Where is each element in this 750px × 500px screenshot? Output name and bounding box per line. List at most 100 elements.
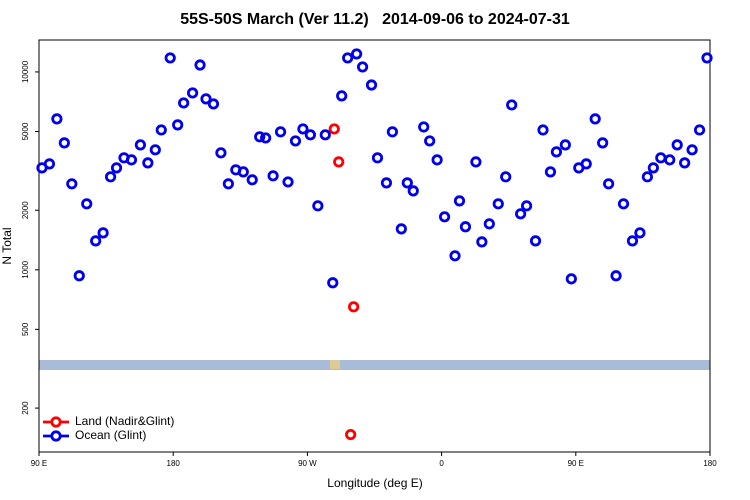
x-tick-label: 90 W bbox=[298, 459, 317, 468]
data-point bbox=[110, 162, 123, 174]
data-point bbox=[222, 178, 234, 190]
x-tick-label: 90 E bbox=[568, 459, 584, 468]
x-tick-label: 180 bbox=[167, 459, 181, 468]
data-point bbox=[172, 119, 184, 131]
data-point bbox=[104, 171, 117, 183]
x-axis-label: Longitude (deg E) bbox=[327, 476, 422, 490]
data-point bbox=[66, 178, 78, 190]
data-point bbox=[319, 129, 331, 141]
data-point bbox=[506, 99, 518, 111]
data-point bbox=[544, 166, 557, 178]
data-point bbox=[580, 158, 592, 170]
data-point bbox=[207, 98, 220, 110]
data-point bbox=[348, 301, 360, 313]
data-point bbox=[483, 218, 495, 230]
data-point bbox=[701, 52, 713, 64]
data-point bbox=[559, 139, 571, 151]
data-point bbox=[424, 135, 436, 147]
data-point bbox=[282, 176, 294, 188]
data-point bbox=[254, 131, 266, 143]
data-point bbox=[200, 93, 212, 105]
data-point bbox=[438, 211, 451, 223]
data-point bbox=[671, 139, 683, 151]
data-point bbox=[617, 198, 630, 210]
data-point bbox=[327, 277, 339, 289]
data-point bbox=[679, 157, 691, 169]
data-point bbox=[351, 48, 363, 60]
data-point bbox=[237, 166, 249, 178]
data-point bbox=[641, 171, 653, 183]
data-point bbox=[336, 90, 348, 102]
data-point bbox=[550, 146, 563, 158]
plot-frame bbox=[38, 39, 711, 453]
map-strip bbox=[39, 360, 710, 370]
data-point bbox=[470, 156, 482, 168]
data-point bbox=[73, 270, 85, 282]
data-point bbox=[81, 198, 93, 210]
data-point bbox=[459, 221, 472, 233]
data-point bbox=[401, 177, 413, 189]
x-tick-label: 90 E bbox=[31, 459, 47, 468]
x-tick-label: 180 bbox=[703, 459, 717, 468]
data-point bbox=[537, 124, 549, 136]
data-point bbox=[520, 200, 533, 212]
data-point bbox=[142, 157, 154, 169]
chart-title: 55S-50S March (Ver 11.2) 2014-09-06 to 2… bbox=[180, 11, 570, 28]
data-point bbox=[260, 132, 272, 144]
data-point bbox=[58, 137, 70, 149]
data-point bbox=[664, 154, 676, 166]
data-point bbox=[97, 227, 109, 239]
data-point bbox=[149, 144, 161, 156]
y-tick-label: 5000 bbox=[21, 122, 30, 140]
y-tick-label: 200 bbox=[21, 401, 30, 415]
data-point bbox=[356, 61, 369, 73]
data-point bbox=[289, 135, 302, 147]
data-point bbox=[186, 87, 199, 99]
data-point bbox=[500, 171, 512, 183]
data-point bbox=[565, 273, 577, 285]
data-point bbox=[589, 113, 601, 125]
data-point bbox=[693, 124, 706, 136]
data-point bbox=[328, 123, 340, 135]
data-point bbox=[407, 185, 419, 197]
data-point bbox=[386, 126, 398, 138]
data-point bbox=[125, 154, 138, 166]
data-point bbox=[333, 156, 345, 168]
legend-marker bbox=[50, 416, 62, 428]
y-axis-label: N Total bbox=[0, 227, 14, 264]
data-point bbox=[597, 137, 609, 149]
legend-marker bbox=[50, 430, 62, 442]
data-point bbox=[267, 170, 279, 182]
data-point bbox=[453, 195, 466, 207]
data-point bbox=[178, 97, 190, 109]
y-tick-label: 10000 bbox=[21, 60, 30, 83]
map-land bbox=[330, 360, 340, 369]
data-point bbox=[395, 223, 407, 235]
data-point bbox=[492, 198, 504, 210]
data-point bbox=[134, 139, 146, 151]
data-point bbox=[304, 129, 316, 141]
data-point bbox=[345, 428, 357, 441]
data-point bbox=[418, 121, 430, 133]
data-point bbox=[215, 147, 227, 159]
y-tick-label: 2000 bbox=[21, 201, 30, 219]
data-point bbox=[90, 235, 102, 247]
y-tick-label: 500 bbox=[21, 322, 30, 336]
data-point bbox=[342, 52, 354, 64]
data-point bbox=[529, 235, 542, 247]
data-point bbox=[312, 200, 324, 212]
data-point bbox=[365, 79, 378, 91]
data-point bbox=[155, 124, 167, 136]
data-point bbox=[603, 178, 615, 190]
data-point bbox=[43, 158, 56, 170]
data-point bbox=[476, 236, 488, 248]
data-point bbox=[164, 52, 176, 64]
legend: Land (Nadir&Glint)Ocean (Glint) bbox=[43, 414, 174, 442]
data-point bbox=[274, 126, 287, 138]
legend-label: Ocean (Glint) bbox=[75, 428, 146, 442]
data-point bbox=[647, 162, 659, 174]
data-point bbox=[610, 270, 622, 282]
x-tick-label: 0 bbox=[439, 459, 444, 468]
y-tick-label: 1000 bbox=[21, 260, 30, 278]
